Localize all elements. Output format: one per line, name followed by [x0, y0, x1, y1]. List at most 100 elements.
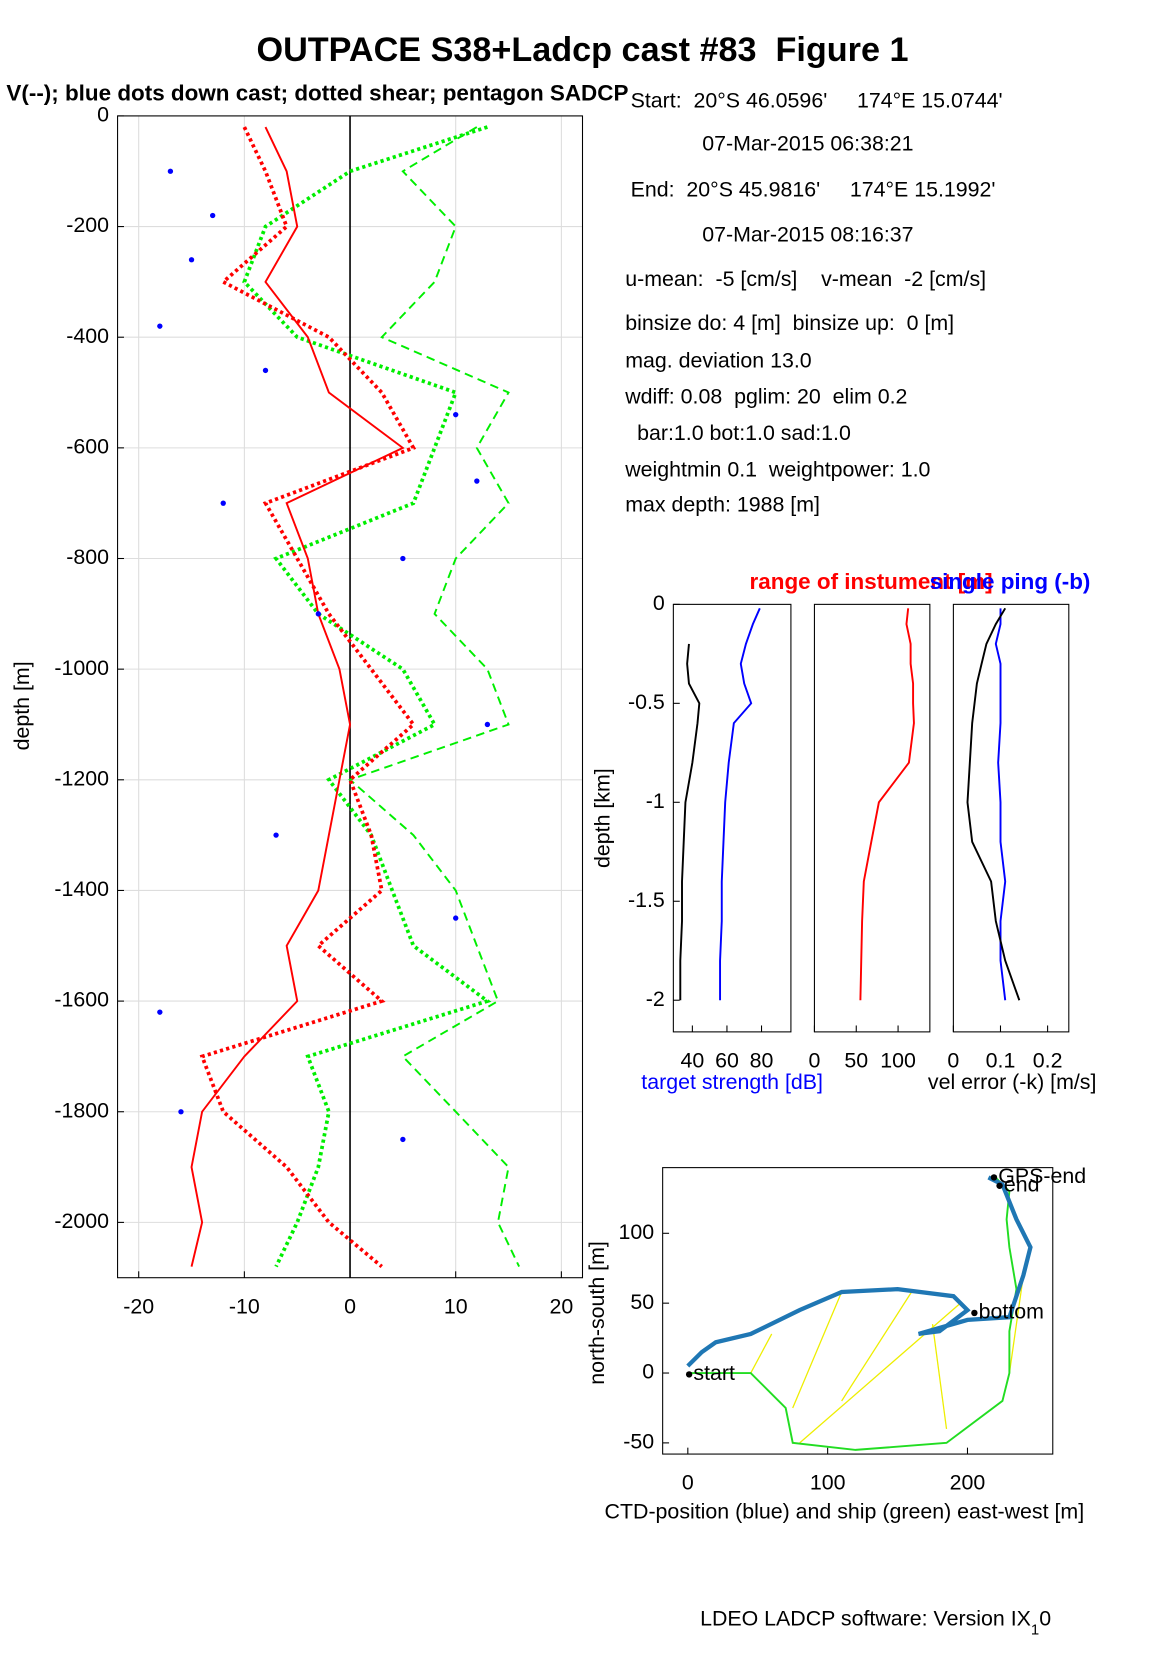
annotation: GPS-end — [998, 1164, 1086, 1188]
x-tick-label: 40 — [680, 1048, 704, 1072]
downcast-dot — [262, 367, 269, 374]
marker-dot — [971, 1309, 978, 1317]
data-line — [686, 1175, 1033, 1368]
y-tick-label: -1400 — [54, 877, 109, 901]
downcast-dot — [188, 257, 195, 263]
axes-box — [952, 603, 1070, 1033]
x-tick-label: 0 — [947, 1048, 959, 1072]
downcast-dot — [209, 212, 216, 219]
y-tick-label: -200 — [66, 213, 109, 237]
y-tick-label: -1000 — [54, 656, 109, 680]
data-line — [994, 608, 1007, 1001]
x-tick-label: -20 — [123, 1294, 154, 1318]
subtitle: V(--); blue dots down cast; dotted shear… — [6, 80, 628, 105]
y-tick-label: -800 — [66, 545, 109, 569]
x-tick-label: 0 — [808, 1048, 820, 1072]
x-tick-label: 200 — [950, 1471, 986, 1495]
x-tick-label: 100 — [810, 1471, 846, 1495]
x-tick-label: 60 — [715, 1048, 739, 1072]
y-tick-label: -600 — [66, 434, 109, 458]
y-tick-label: -2 — [646, 987, 665, 1011]
x-tick-label: 10 — [444, 1294, 468, 1318]
marker-dot — [996, 1182, 1003, 1189]
info-line: 07-Mar-2015 08:16:37 — [702, 222, 913, 246]
x-tick-label: 0.1 — [986, 1048, 1016, 1072]
panel-title: single ping (-b) — [930, 569, 1091, 594]
info-line: 07-Mar-2015 06:38:21 — [702, 131, 913, 155]
info-line: bar:1.0 bot:1.0 sad:1.0 — [625, 421, 851, 445]
axes-box — [813, 603, 931, 1033]
downcast-dot — [453, 411, 459, 418]
axes-box — [662, 1167, 1054, 1455]
x-tick-label: 0 — [344, 1294, 356, 1318]
x-axis-label: CTD-position (blue) and ship (green) eas… — [605, 1499, 1085, 1523]
downcast-dot — [273, 832, 279, 838]
data-line — [199, 126, 417, 1269]
panel-title: range of instument [m] — [750, 569, 993, 594]
downcast-dot — [178, 1109, 184, 1115]
marker-dot — [685, 1371, 693, 1378]
data-line — [687, 1176, 1018, 1451]
downcast-dot — [157, 323, 163, 329]
info-line: Start: 20°S 46.0596' 174°E 15.0744' — [631, 89, 1003, 113]
downcast-dot — [474, 478, 480, 484]
downcast-dot — [220, 500, 226, 506]
y-axis-label: depth [m] — [10, 661, 34, 750]
y-tick-label: -1.5 — [628, 888, 665, 912]
y-tick-label: 0 — [642, 1360, 654, 1384]
info-line: weightmin 0.1 weightpower: 1.0 — [624, 457, 930, 481]
downcast-dot — [157, 1009, 163, 1015]
marker-dot — [990, 1174, 998, 1181]
x-tick-label: 50 — [844, 1048, 868, 1072]
link — [1008, 1275, 1025, 1374]
downcast-dot — [400, 1136, 406, 1143]
y-tick-label: -1600 — [54, 988, 109, 1012]
downcast-dot — [167, 168, 174, 174]
downcast-dot — [453, 915, 459, 921]
downcast-dot — [315, 611, 322, 617]
data-line — [242, 125, 492, 1268]
x-tick-label: 0.2 — [1033, 1048, 1063, 1072]
x-tick-label: 20 — [549, 1294, 573, 1318]
annotation: start — [693, 1361, 735, 1385]
data-line — [679, 643, 701, 1001]
data-line — [966, 607, 1021, 1001]
data-line — [190, 126, 405, 1267]
info-line: binsize do: 4 [m] binsize up: 0 [m] — [625, 311, 954, 335]
y-tick-label: -1800 — [54, 1098, 109, 1122]
x-tick-label: -10 — [229, 1294, 260, 1318]
footer: LDEO LADCP software: Version IX10 — [700, 1606, 1051, 1638]
x-axis-label: vel error (-k) [m/s] — [928, 1070, 1097, 1094]
link — [841, 1291, 913, 1402]
info-line: max depth: 1988 [m] — [625, 493, 820, 517]
footer-text: 0 — [1039, 1606, 1051, 1630]
info-line: End: 20°S 45.9816' 174°E 15.1992' — [631, 177, 996, 201]
data-line — [719, 607, 761, 1001]
data-line — [859, 608, 915, 1001]
y-tick-label: -50 — [623, 1430, 654, 1454]
downcast-dot — [484, 721, 491, 728]
info-line: wdiff: 0.08 pglim: 20 elim 0.2 — [624, 385, 907, 409]
figure-title: OUTPACE S38+Ladcp cast #83 Figure 1 — [256, 31, 908, 69]
annotation: bottom — [979, 1300, 1044, 1324]
y-tick-label: 0 — [653, 591, 665, 615]
y-tick-label: -2000 — [54, 1209, 109, 1233]
y-axis-label: depth [km] — [591, 768, 615, 868]
x-axis-label: target strength [dB] — [641, 1070, 823, 1094]
link — [799, 1302, 961, 1444]
y-axis-label: north-south [m] — [585, 1241, 609, 1385]
link — [792, 1291, 843, 1409]
downcast-dot — [400, 555, 406, 562]
y-tick-label: 100 — [618, 1220, 654, 1244]
data-line — [348, 126, 520, 1268]
link — [750, 1333, 773, 1374]
y-tick-label: -1200 — [54, 766, 109, 790]
link — [931, 1324, 948, 1429]
y-tick-label: 0 — [97, 103, 109, 127]
y-tick-label: -1 — [646, 789, 665, 813]
y-tick-label: -0.5 — [628, 690, 665, 714]
info-line: mag. deviation 13.0 — [625, 348, 812, 372]
axes-box — [117, 115, 584, 1279]
x-tick-label: 100 — [880, 1048, 916, 1072]
